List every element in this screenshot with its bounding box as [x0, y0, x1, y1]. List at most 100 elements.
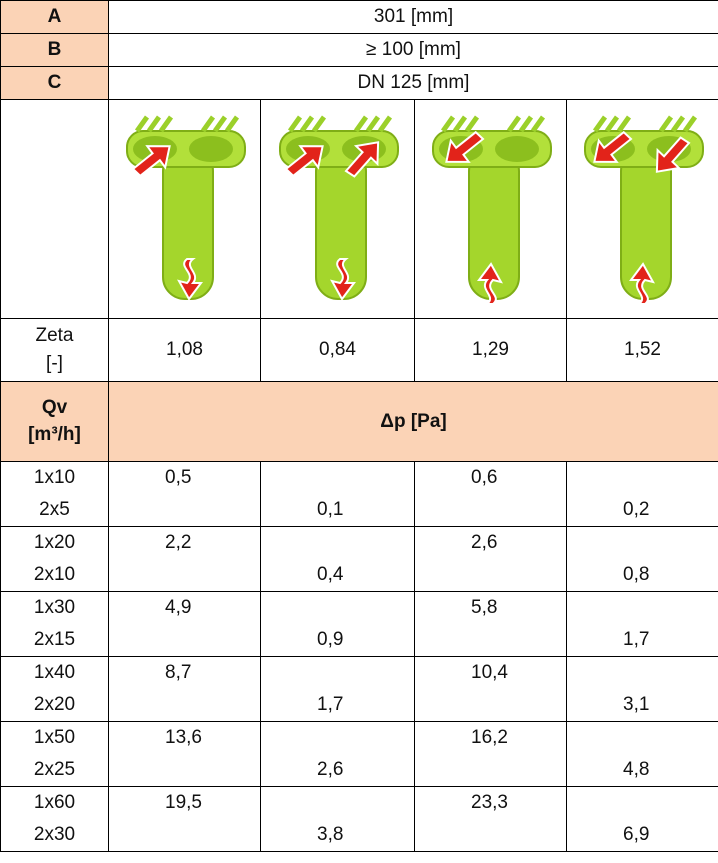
pressure-value: 0,2 — [623, 494, 718, 526]
pressure-cell: 4,9 — [109, 592, 261, 657]
flow-icon — [421, 109, 561, 309]
spacer — [623, 657, 718, 689]
flow-icon — [268, 109, 408, 309]
spacer — [317, 722, 414, 754]
pressure-value: 0,1 — [317, 494, 414, 526]
pressure-cell: 2,6 — [261, 722, 415, 787]
pressure-cell: 3,8 — [261, 787, 415, 852]
spacer — [623, 722, 718, 754]
pressure-value: 19,5 — [165, 787, 260, 819]
flow-icon — [573, 109, 713, 309]
pressure-cell: 0,6 — [415, 462, 567, 527]
flow-double: 2x20 — [1, 689, 108, 721]
spec-row: B≥ 100 [mm] — [1, 34, 718, 67]
pressure-value: 0,5 — [165, 462, 260, 494]
header-row: Qv[m³/h] Δp [Pa] — [1, 382, 718, 462]
zeta-name: Zeta — [1, 322, 108, 350]
zeta-value: 1,08 — [109, 319, 261, 382]
pressure-cell: 0,5 — [109, 462, 261, 527]
flow-double: 2x30 — [1, 819, 108, 851]
flow-single: 1x30 — [1, 592, 108, 624]
image-cell — [567, 100, 718, 319]
spacer — [317, 527, 414, 559]
spacer — [623, 592, 718, 624]
flow-icon — [115, 109, 255, 309]
zeta-row: Zeta[-] 1,08 0,84 1,29 1,52 — [1, 319, 718, 382]
pressure-value: 16,2 — [471, 722, 566, 754]
pressure-cell: 16,2 — [415, 722, 567, 787]
pressure-cell: 0,9 — [261, 592, 415, 657]
pressure-value: 6,9 — [623, 819, 718, 851]
pressure-cell: 6,9 — [567, 787, 718, 852]
pressure-cell: 8,7 — [109, 657, 261, 722]
spacer — [317, 787, 414, 819]
pressure-cell: 0,4 — [261, 527, 415, 592]
zeta-label: Zeta[-] — [1, 319, 109, 382]
spec-value: ≥ 100 [mm] — [109, 34, 718, 67]
spec-key: B — [1, 34, 109, 67]
spec-key: C — [1, 67, 109, 100]
pressure-value: 0,6 — [471, 462, 566, 494]
pressure-cell: 0,1 — [261, 462, 415, 527]
pressure-cell: 1,7 — [567, 592, 718, 657]
flow-single: 1x60 — [1, 787, 108, 819]
image-row — [1, 100, 718, 319]
flow-double: 2x25 — [1, 754, 108, 786]
pressure-cell: 3,1 — [567, 657, 718, 722]
page: {"table":{ "spec_rows":[["A","301 [mm]"]… — [0, 0, 718, 863]
pressure-value: 0,8 — [623, 559, 718, 591]
pressure-value: 3,8 — [317, 819, 414, 851]
pressure-value: 0,4 — [317, 559, 414, 591]
spacer — [317, 462, 414, 494]
pressure-cell: 4,8 — [567, 722, 718, 787]
spec-key: A — [1, 1, 109, 34]
pressure-cell: 0,8 — [567, 527, 718, 592]
spacer — [623, 462, 718, 494]
spacer — [317, 592, 414, 624]
pressure-cell: 5,8 — [415, 592, 567, 657]
zeta-value: 1,52 — [567, 319, 718, 382]
pressure-cell: 2,2 — [109, 527, 261, 592]
pressure-cell: 2,6 — [415, 527, 567, 592]
pressure-cell: 10,4 — [415, 657, 567, 722]
zeta-unit: [-] — [1, 350, 108, 378]
pressure-value: 0,9 — [317, 624, 414, 656]
data-table: A301 [mm] B≥ 100 [mm] CDN 125 [mm] Zeta[… — [0, 0, 718, 852]
spec-value: 301 [mm] — [109, 1, 718, 34]
pressure-value: 4,9 — [165, 592, 260, 624]
flow-double: 2x10 — [1, 559, 108, 591]
pressure-value: 13,6 — [165, 722, 260, 754]
pressure-value: 1,7 — [317, 689, 414, 721]
spacer — [317, 657, 414, 689]
image-cell — [261, 100, 415, 319]
qv: Qv — [1, 395, 108, 421]
pressure-value: 8,7 — [165, 657, 260, 689]
spacer — [623, 527, 718, 559]
pressure-value: 2,6 — [471, 527, 566, 559]
zeta-value: 1,29 — [415, 319, 567, 382]
pressure-cell: 1,7 — [261, 657, 415, 722]
flow-single: 1x20 — [1, 527, 108, 559]
pressure-value: 1,7 — [623, 624, 718, 656]
image-cell — [415, 100, 567, 319]
pressure-cell: 0,2 — [567, 462, 718, 527]
spec-value: DN 125 [mm] — [109, 67, 718, 100]
empty-cell — [1, 100, 109, 319]
flow-single: 1x40 — [1, 657, 108, 689]
image-cell — [109, 100, 261, 319]
pressure-value: 2,2 — [165, 527, 260, 559]
pressure-value: 23,3 — [471, 787, 566, 819]
flow-double: 2x5 — [1, 494, 108, 526]
